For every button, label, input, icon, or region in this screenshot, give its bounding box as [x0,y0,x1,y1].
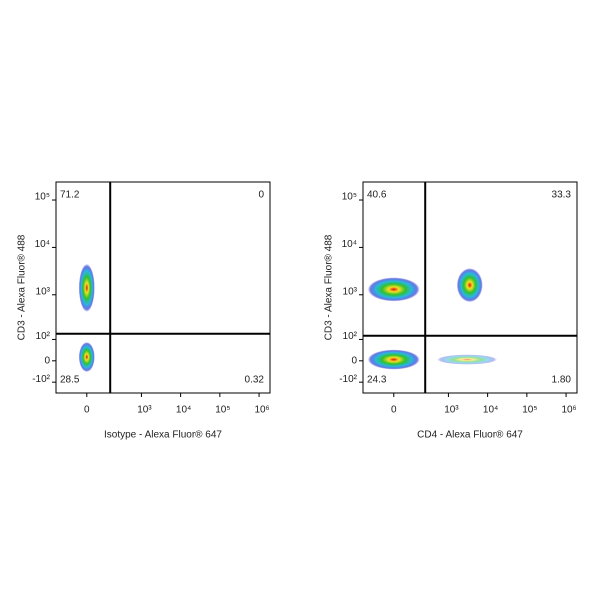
y-tick-label: 10³ [36,286,51,297]
x-axis-title: Isotype - Alexa Fluor® 647 [104,430,222,441]
quadrant-percentage: 0.32 [245,375,265,386]
population-density [78,342,95,373]
x-tick-label: 10⁵ [522,405,537,416]
y-tick-label: 10⁵ [342,192,357,203]
y-tick-label: -10² [32,374,50,385]
y-tick-label: 10³ [343,286,358,297]
y-axis-title: CD3 - Alexa Fluor® 488 [17,234,28,340]
plot-frame [362,181,578,394]
y-tick-label: 0 [44,355,50,366]
population-density [367,277,420,302]
population-density [367,349,420,370]
x-tick-label: 10³ [137,405,152,416]
y-tick-label: 0 [351,355,357,366]
y-tick-label: 10² [343,331,358,342]
quadrant-percentage: 33.3 [552,190,572,201]
x-axis-title: CD4 - Alexa Fluor® 647 [417,430,523,441]
y-axis-title: CD3 - Alexa Fluor® 488 [324,234,335,340]
y-tick-label: 10⁴ [342,239,357,250]
y-tick-label: 10⁵ [35,192,50,203]
population-density [456,268,483,303]
x-tick-label: 10⁴ [176,405,191,416]
x-tick-label: 10⁶ [254,405,269,416]
x-tick-label: 10⁵ [215,405,230,416]
quadrant-percentage: 28.5 [60,375,80,386]
population-density [78,263,95,312]
x-tick-label: 10³ [444,405,459,416]
quadrant-percentage: 40.6 [367,190,387,201]
x-tick-label: 10⁴ [483,405,498,416]
quadrant-percentage: 71.2 [60,190,80,201]
quadrant-percentage: 24.3 [367,375,387,386]
x-tick-label: 10⁶ [561,405,576,416]
y-tick-label: 10⁴ [35,239,50,250]
plot-frame [55,181,271,394]
quadrant-percentage: 0 [258,190,264,201]
y-tick-label: 10² [36,331,51,342]
population-density [437,354,498,365]
x-tick-label: 0 [84,405,90,416]
x-tick-label: 0 [391,405,397,416]
quadrant-percentage: 1.80 [552,375,572,386]
y-tick-label: -10² [339,374,357,385]
